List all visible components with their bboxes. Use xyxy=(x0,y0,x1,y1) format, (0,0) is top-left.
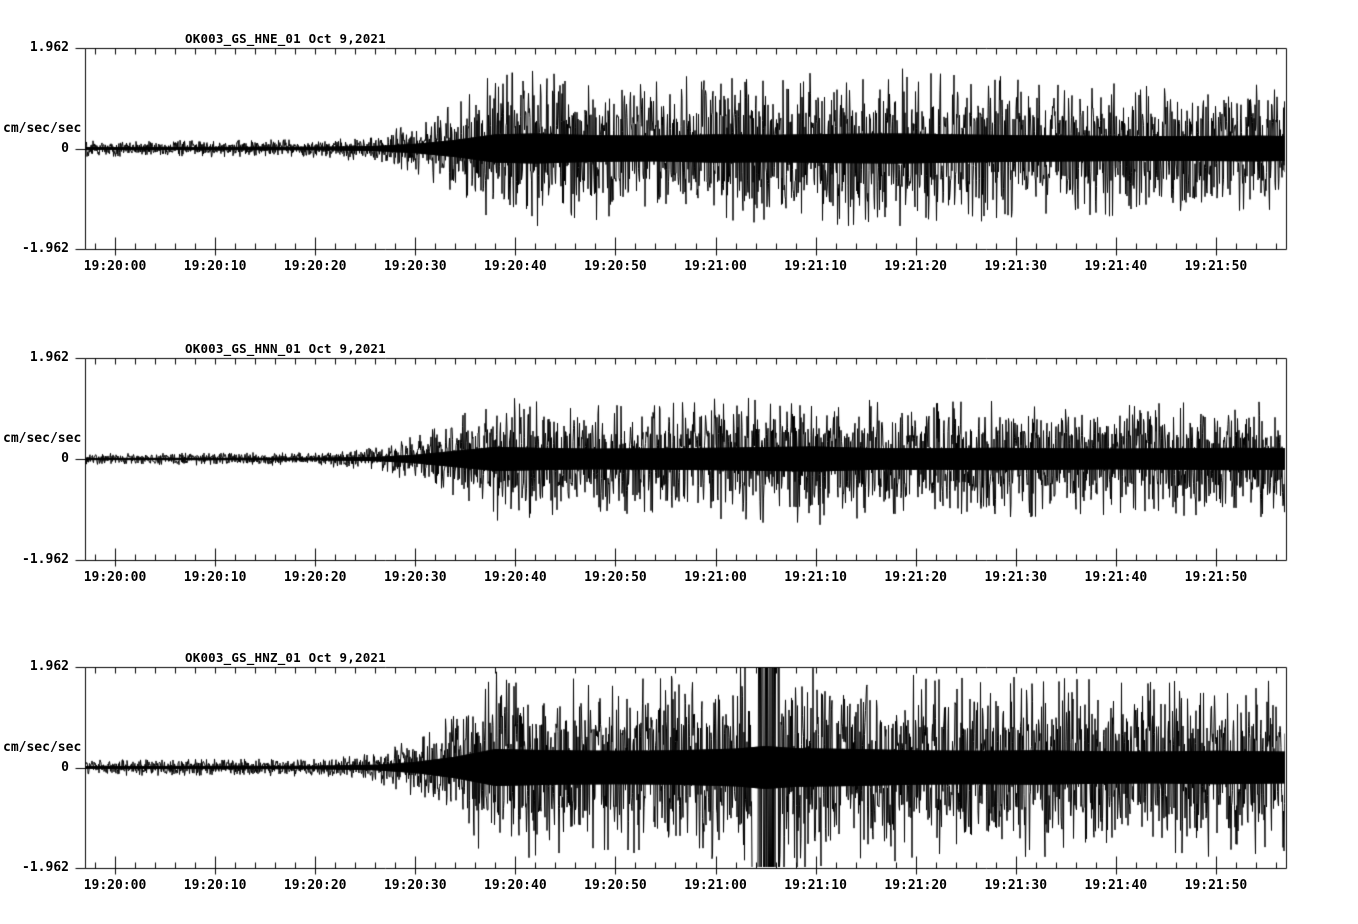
x-axis-tick-label: 19:20:00 xyxy=(83,259,147,274)
x-axis-tick-label: 19:21:10 xyxy=(784,878,847,893)
x-axis-tick-label: 19:20:50 xyxy=(584,570,647,585)
x-axis-tick-label: 19:21:40 xyxy=(1084,570,1148,585)
x-axis-tick-label: 19:20:40 xyxy=(484,878,547,893)
x-axis-tick-label: 19:21:50 xyxy=(1184,878,1248,893)
x-axis-tick-label: 19:21:00 xyxy=(684,878,747,893)
x-axis-tick-label: 19:21:10 xyxy=(784,570,847,585)
x-axis-tick-label: 19:20:20 xyxy=(283,570,347,585)
x-axis-tick-label: 19:21:20 xyxy=(884,878,947,893)
x-axis-tick-label: 19:20:30 xyxy=(383,878,447,893)
x-axis-tick-label: 19:20:40 xyxy=(484,570,547,585)
x-axis-tick-label: 19:21:50 xyxy=(1184,570,1248,585)
x-axis-tick-label: 19:21:50 xyxy=(1184,259,1248,274)
x-axis-tick-label: 19:20:10 xyxy=(183,259,247,274)
x-axis-tick-label: 19:21:40 xyxy=(1084,259,1148,274)
x-axis-tick-label: 19:20:10 xyxy=(183,570,247,585)
x-axis-tick-label: 19:20:10 xyxy=(183,878,247,893)
x-axis-tick-label: 19:21:30 xyxy=(984,570,1048,585)
x-axis-tick-label: 19:20:00 xyxy=(83,570,147,585)
x-axis-tick-label: 19:21:00 xyxy=(684,570,747,585)
x-axis-tick-label: 19:21:20 xyxy=(884,259,947,274)
x-axis-tick-label: 19:20:20 xyxy=(283,878,347,893)
x-axis-tick-label: 19:20:20 xyxy=(283,259,347,274)
x-axis-tick-label: 19:21:30 xyxy=(984,878,1048,893)
x-axis-tick-label: 19:20:40 xyxy=(484,259,547,274)
x-axis-tick-label: 19:21:10 xyxy=(784,259,847,274)
y-axis-unit-label-hnz: cm/sec/sec xyxy=(3,739,82,755)
y-axis-zero-label-hnz: 0 xyxy=(61,759,69,775)
x-axis-tick-label: 19:21:40 xyxy=(1084,878,1148,893)
x-axis-tick-label: 19:21:30 xyxy=(984,259,1048,274)
x-axis-tick-label: 19:21:00 xyxy=(684,259,747,274)
x-axis-tick-label: 19:20:30 xyxy=(383,570,447,585)
x-axis-tick-label: 19:20:50 xyxy=(584,878,647,893)
y-axis-max-label-hnz: 1.962 xyxy=(29,659,69,674)
x-axis-tick-label: 19:20:00 xyxy=(83,878,147,893)
x-axis-tick-label: 19:21:20 xyxy=(884,570,947,585)
y-axis-min-label-hnz: -1.962 xyxy=(22,860,69,875)
x-axis-tick-label: 19:20:50 xyxy=(584,259,647,274)
x-axis-tick-label: 19:20:30 xyxy=(383,259,447,274)
panel-title-hnz: OK003_GS_HNZ_01 Oct 9,2021 xyxy=(185,650,386,665)
